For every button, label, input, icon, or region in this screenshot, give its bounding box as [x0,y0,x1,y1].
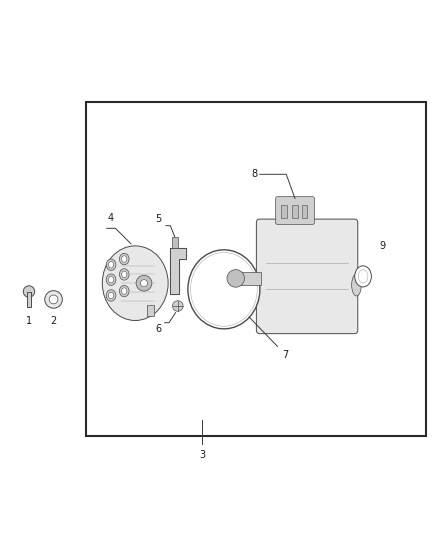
Circle shape [49,295,58,304]
Ellipse shape [108,262,113,268]
Text: 1: 1 [26,316,32,326]
FancyBboxPatch shape [275,197,314,224]
Text: 9: 9 [379,241,385,251]
Ellipse shape [106,259,116,270]
Ellipse shape [106,274,116,285]
Ellipse shape [106,290,116,301]
Bar [292,205,297,218]
Ellipse shape [121,288,127,294]
Ellipse shape [119,269,129,280]
Bar [171,237,177,248]
Text: 6: 6 [155,324,161,334]
Ellipse shape [187,250,259,329]
Bar [147,305,154,316]
Circle shape [136,275,152,291]
Circle shape [45,290,62,308]
Ellipse shape [121,256,127,262]
Ellipse shape [357,270,367,283]
Circle shape [172,301,183,311]
Polygon shape [170,248,185,294]
Circle shape [226,270,244,287]
Ellipse shape [190,253,257,326]
Ellipse shape [108,292,113,299]
Ellipse shape [119,253,129,265]
Text: 3: 3 [198,449,205,459]
Ellipse shape [119,285,129,297]
Bar [27,292,31,308]
Bar [301,205,307,218]
Text: 7: 7 [281,350,287,360]
Circle shape [23,286,35,297]
Circle shape [140,280,147,287]
Text: 5: 5 [155,214,161,224]
Ellipse shape [121,271,127,278]
Text: 4: 4 [108,213,114,223]
FancyBboxPatch shape [256,219,357,334]
Bar [85,102,425,435]
Ellipse shape [351,274,360,296]
Ellipse shape [102,246,168,320]
Ellipse shape [354,266,371,287]
Bar [281,205,286,218]
Text: 2: 2 [50,316,57,326]
Bar [235,272,261,285]
Ellipse shape [108,277,113,283]
Text: 8: 8 [251,169,257,179]
